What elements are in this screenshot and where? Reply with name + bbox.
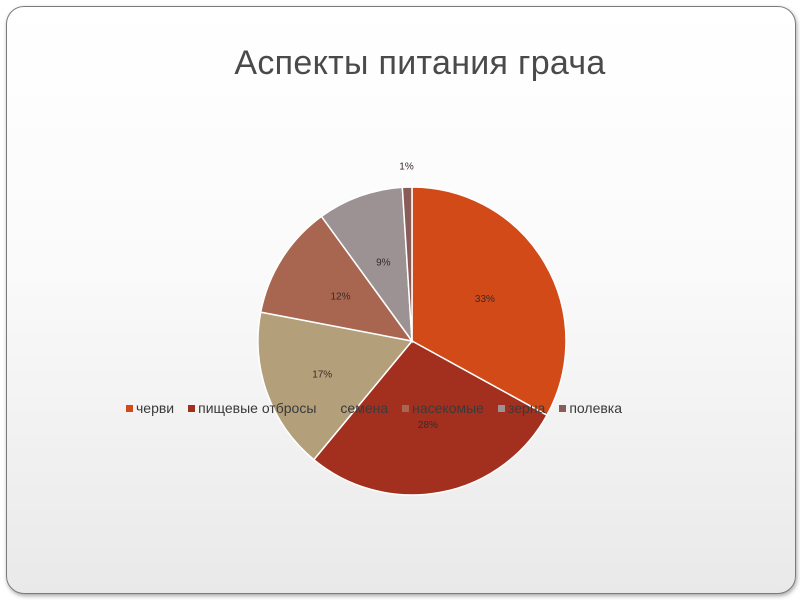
legend-item-2: пищевые отбросы: [188, 400, 316, 416]
legend-swatch-3: [330, 404, 338, 412]
pie-slice-6: [401, 186, 413, 342]
pie-slice-5: [320, 186, 413, 344]
legend-label-2: пищевые отбросы: [198, 400, 317, 416]
legend-swatch-1: [126, 404, 133, 412]
legend-item-4: насекомые: [402, 400, 484, 416]
data-label-5: 9%: [376, 257, 391, 268]
legend-swatch-5: [497, 404, 505, 412]
legend-item-5: зерна: [497, 400, 546, 416]
data-label-2: 28%: [418, 420, 438, 431]
legend-item-6: полевка: [559, 400, 622, 416]
legend-swatch-4: [402, 404, 410, 412]
pie-slice-3: [257, 311, 414, 461]
pie-slice-2: [312, 340, 548, 496]
pie-slice-1: [411, 186, 567, 417]
legend-label-3: семена: [340, 400, 389, 416]
data-label-4: 12%: [330, 292, 350, 303]
data-label-6: 1%: [399, 162, 414, 173]
chart-legend: черви пищевые отбросы семена насекомые зерна…: [126, 400, 636, 416]
legend-item-1: черви: [126, 400, 174, 416]
legend-swatch-2: [188, 404, 196, 412]
legend-swatch-6: [559, 404, 567, 412]
legend-label-6: полевка: [569, 400, 623, 416]
legend-item-3: семена: [330, 400, 388, 416]
data-label-1: 33%: [475, 294, 495, 305]
pie-slice-4: [259, 215, 414, 343]
legend-label-5: зерна: [507, 400, 546, 416]
slide-title: Аспекты питания грача: [234, 44, 606, 82]
data-label-3: 17%: [312, 369, 332, 380]
legend-label-4: насекомые: [412, 400, 484, 416]
legend-label-1: черви: [136, 400, 175, 416]
